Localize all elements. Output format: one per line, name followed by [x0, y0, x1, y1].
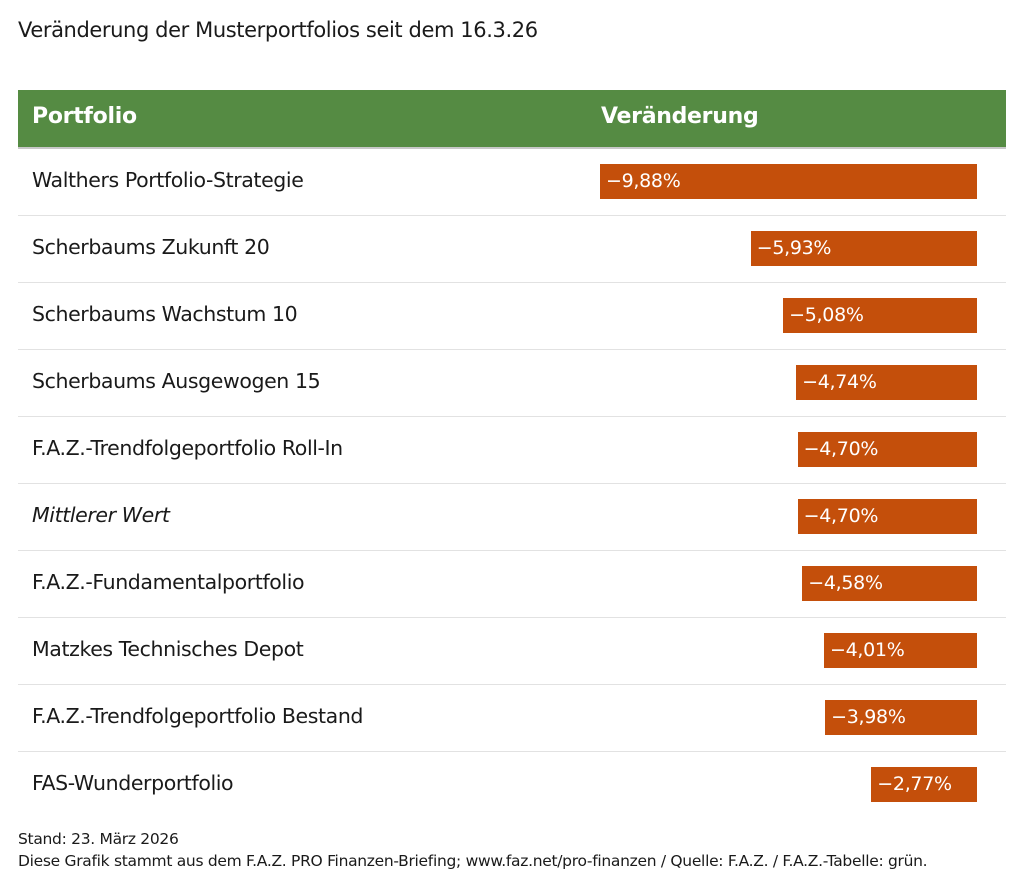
table-row: Scherbaums Wachstum 10 −5,08%	[18, 283, 1006, 350]
table-row: Matzkes Technisches Depot −4,01%	[18, 618, 1006, 685]
portfolio-label: Scherbaums Wachstum 10	[32, 302, 298, 326]
portfolio-label: Walthers Portfolio-Strategie	[32, 168, 304, 192]
portfolio-label: F.A.Z.-Trendfolgeportfolio Bestand	[32, 704, 364, 728]
table-row: F.A.Z.-Trendfolgeportfolio Bestand −3,98%	[18, 685, 1006, 752]
header-change: Veränderung	[601, 104, 759, 129]
value-bar: −4,74%	[796, 365, 977, 400]
chart-title: Veränderung der Musterportfolios seit de…	[18, 18, 538, 42]
table-row: F.A.Z.-Fundamentalportfolio −4,58%	[18, 551, 1006, 618]
portfolio-label: Scherbaums Zukunft 20	[32, 235, 270, 259]
portfolio-label: Matzkes Technisches Depot	[32, 637, 304, 661]
value-bar: −2,77%	[871, 767, 977, 802]
value-bar: −9,88%	[599, 164, 977, 199]
portfolio-label: F.A.Z.-Trendfolgeportfolio Roll-In	[32, 436, 343, 460]
portfolio-table: Portfolio Veränderung Walthers Portfolio…	[18, 90, 1006, 818]
portfolio-label: FAS-Wunderportfolio	[32, 771, 234, 795]
portfolio-label: Mittlerer Wert	[32, 503, 170, 527]
value-bar: −4,70%	[797, 432, 977, 467]
portfolio-label: F.A.Z.-Fundamentalportfolio	[32, 570, 305, 594]
footer-source: Diese Grafik stammt aus dem F.A.Z. PRO F…	[18, 852, 928, 870]
value-bar: −4,01%	[823, 633, 977, 668]
portfolio-label: Scherbaums Ausgewogen 15	[32, 369, 321, 393]
table-row: Scherbaums Zukunft 20 −5,93%	[18, 216, 1006, 283]
table-header: Portfolio Veränderung	[18, 90, 1006, 149]
table-row: Scherbaums Ausgewogen 15 −4,74%	[18, 350, 1006, 417]
value-bar: −5,08%	[783, 298, 977, 333]
table-row: Mittlerer Wert −4,70%	[18, 484, 1006, 551]
footer-date: Stand: 23. März 2026	[18, 830, 179, 848]
value-bar: −4,70%	[797, 499, 977, 534]
value-bar: −3,98%	[825, 700, 977, 735]
table-row: FAS-Wunderportfolio −2,77%	[18, 752, 1006, 818]
value-bar: −5,93%	[750, 231, 977, 266]
table-row: F.A.Z.-Trendfolgeportfolio Roll-In −4,70%	[18, 417, 1006, 484]
table-row: Walthers Portfolio-Strategie −9,88%	[18, 149, 1006, 216]
value-bar: −4,58%	[802, 566, 977, 601]
header-portfolio: Portfolio	[32, 104, 137, 129]
